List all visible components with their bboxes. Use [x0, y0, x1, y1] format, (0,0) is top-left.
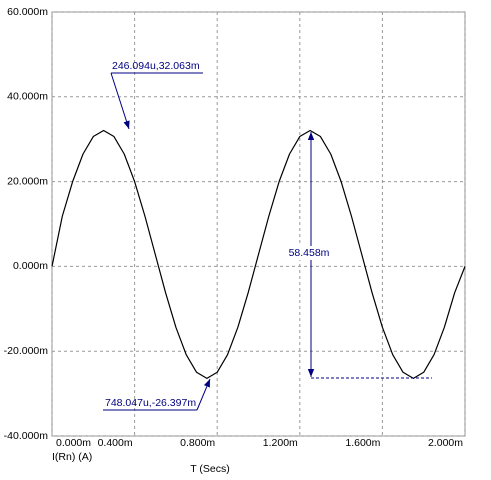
- series-line: [51, 129, 466, 379]
- label-bg: [284, 246, 334, 260]
- x-tick-label: 1.200m: [263, 437, 298, 449]
- x-tick-label: 2.000m: [428, 437, 463, 449]
- annotation: 748.047u,-26.397m: [105, 397, 196, 409]
- y-tick-label: 60.000m: [7, 6, 48, 18]
- annotation: 246.094u,32.063m: [112, 60, 200, 72]
- y-tick-label: 40.000m: [7, 91, 48, 103]
- y-tick-label: 20.000m: [7, 175, 48, 187]
- y-tick-label: -40.000m: [4, 430, 49, 442]
- x-axis-label: T (Secs): [190, 463, 229, 475]
- x-tick-label: 1.600m: [345, 437, 380, 449]
- x-tick-label: 0.800m: [180, 437, 215, 449]
- x-tick-label: 0.400m: [98, 437, 133, 449]
- y-tick-label: -20.000m: [4, 345, 49, 357]
- y-tick-label: 0.000m: [13, 260, 48, 272]
- x-tick-label: 0.000m: [56, 437, 91, 449]
- annotation: 58.458m: [289, 247, 330, 259]
- annotation-arrow: [196, 378, 211, 411]
- annotation-arrow: [110, 72, 130, 130]
- series-label: I(Rn) (A): [52, 451, 92, 463]
